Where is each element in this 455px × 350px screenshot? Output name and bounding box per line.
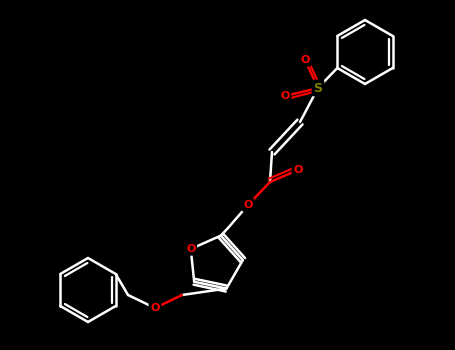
Text: O: O (243, 200, 253, 210)
Text: O: O (280, 91, 290, 101)
Text: O: O (186, 244, 196, 254)
Text: O: O (150, 303, 160, 313)
Text: O: O (293, 165, 303, 175)
Text: S: S (313, 82, 323, 95)
Text: O: O (300, 55, 310, 65)
